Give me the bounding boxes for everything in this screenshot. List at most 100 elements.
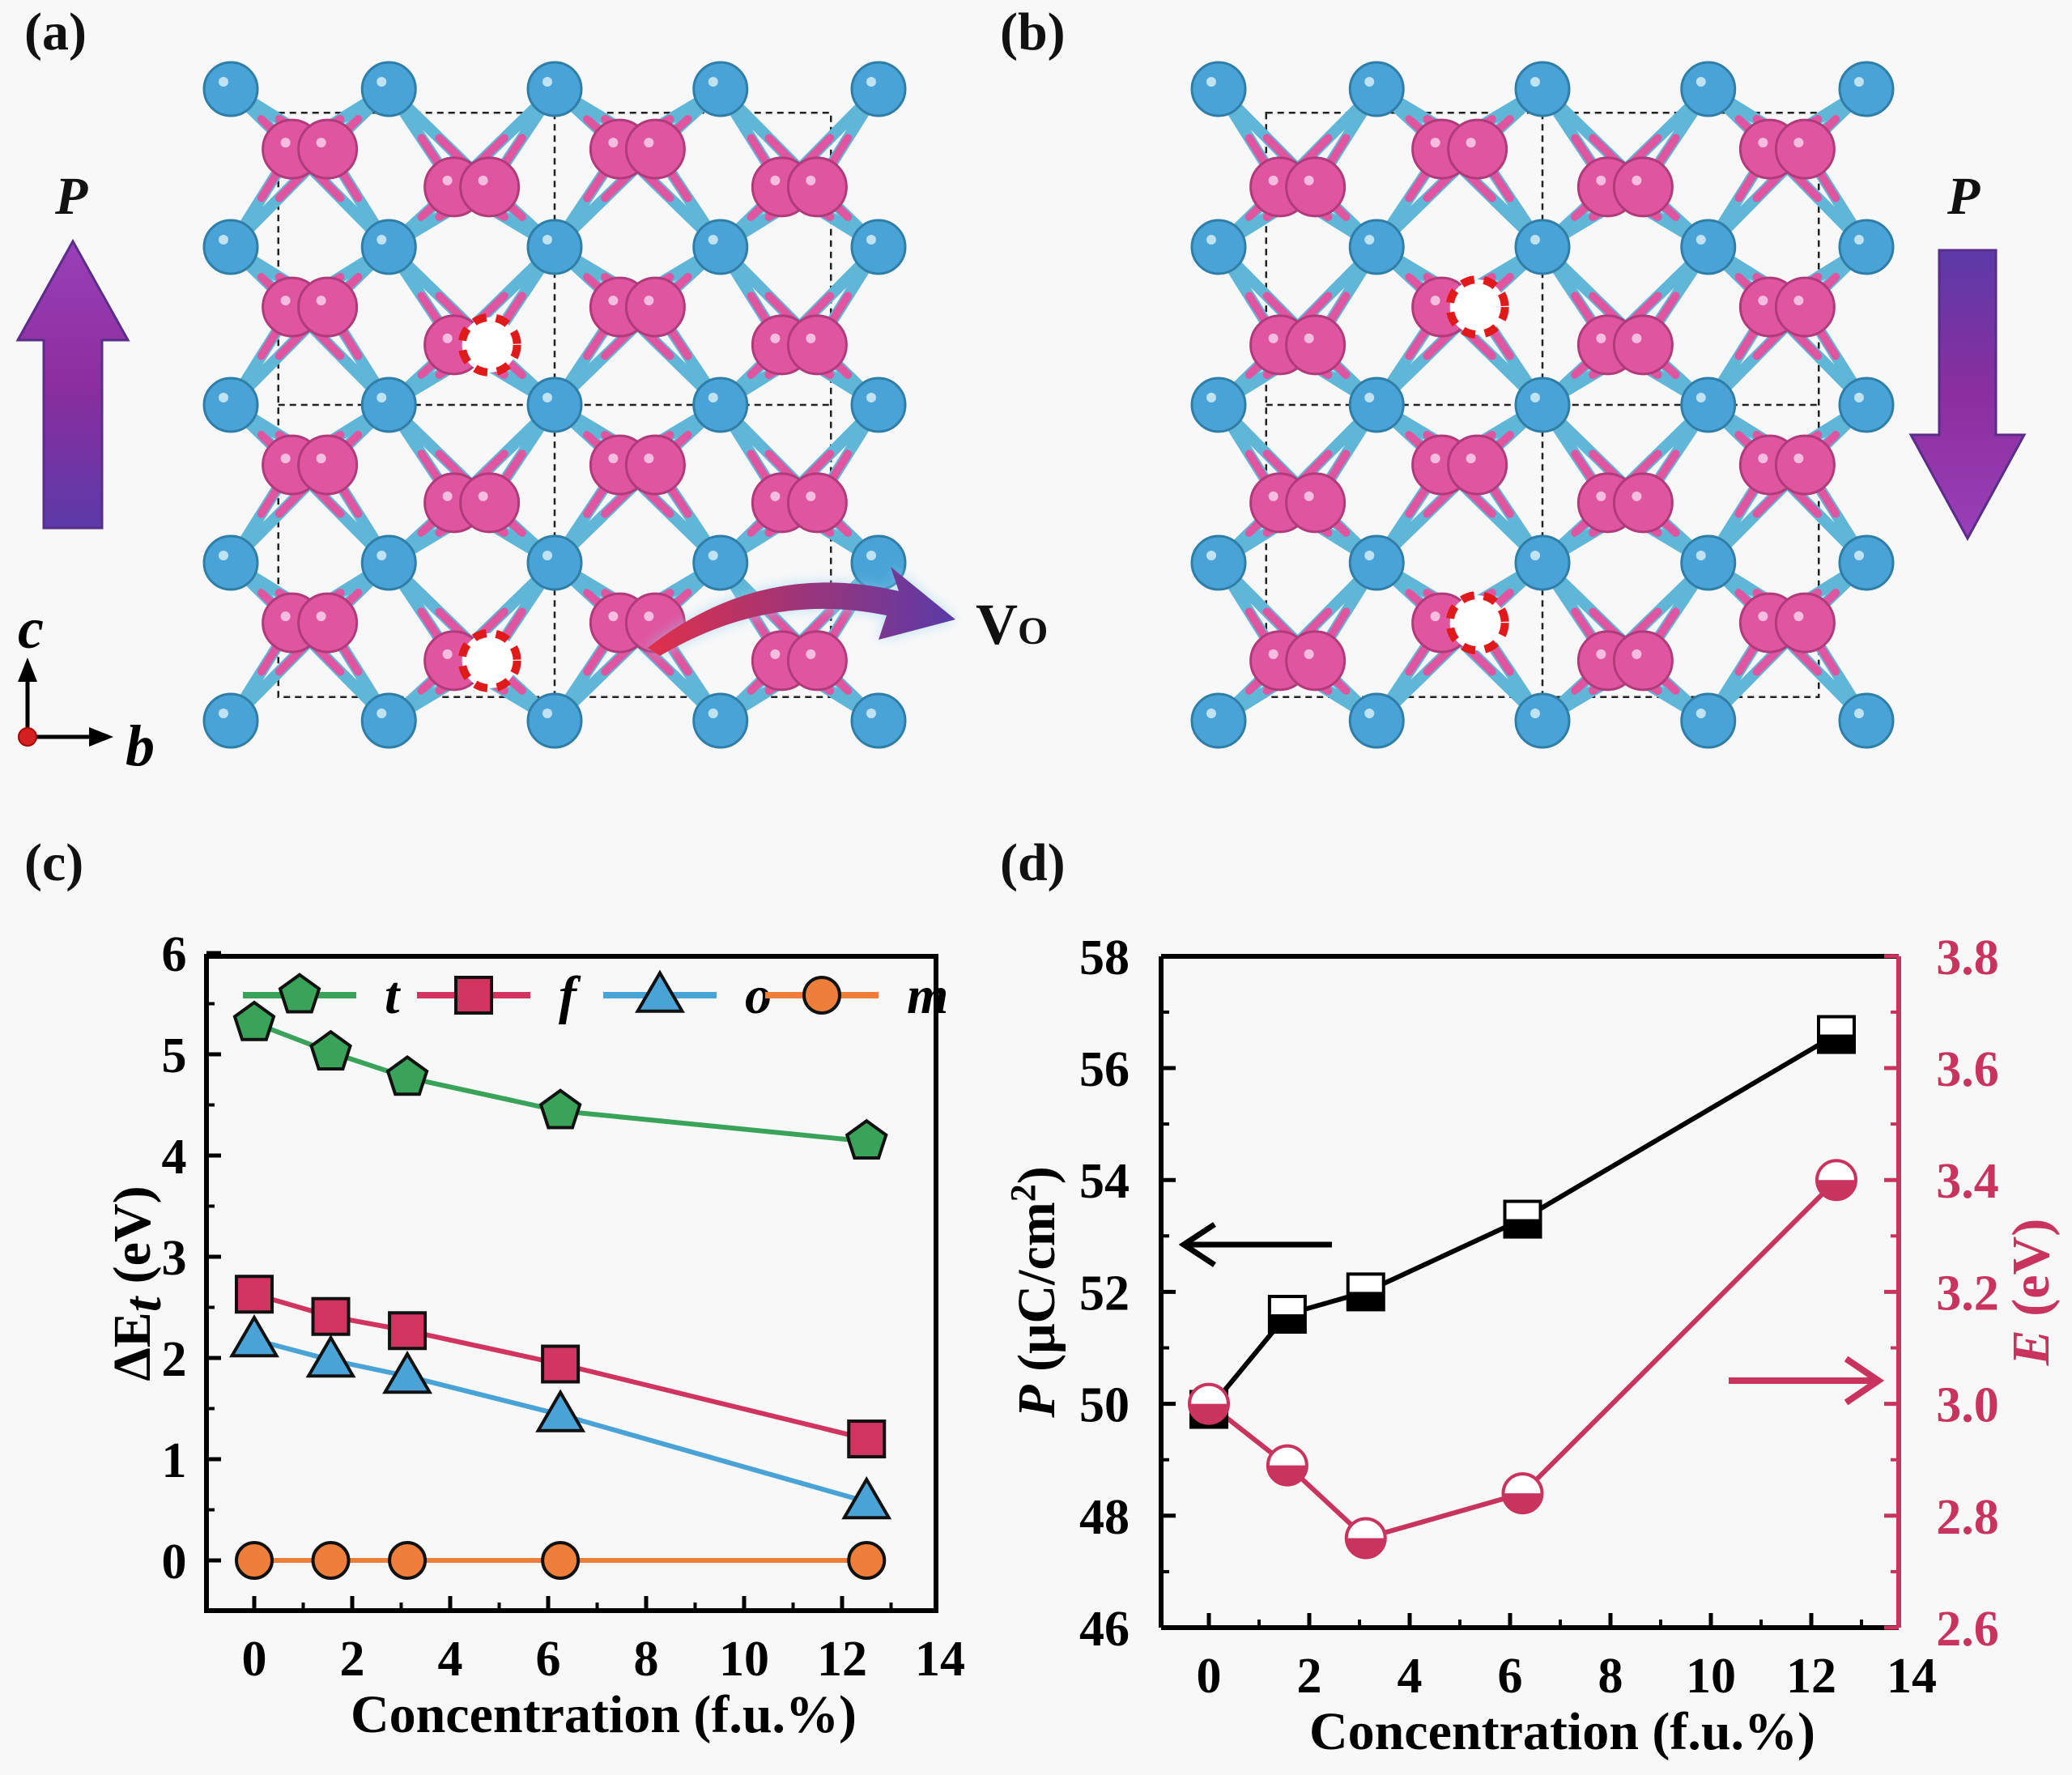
half-filled-circle-marker [1817,1180,1856,1200]
oxygen-atom [1447,434,1508,496]
hafnium-atom [526,377,583,433]
atom-highlight [1364,235,1375,245]
tick-label: 12 [817,1632,867,1687]
atom-highlight [866,235,876,245]
oxygen-atom [624,434,686,496]
oxygen-atom [1285,472,1347,534]
square-marker [235,1275,274,1314]
hafnium-atom [1680,377,1737,433]
atom-highlight [1430,296,1440,306]
atom-highlight [1304,649,1314,659]
atom-highlight [219,77,228,87]
hafnium-atom [526,534,583,591]
vacancy-migration-arrow-icon [648,567,955,656]
hafnium-atom [1348,219,1405,275]
oxygen-atom [1285,314,1347,376]
hafnium-atom [1838,377,1895,433]
oxygen-atom [1612,156,1674,218]
tick-label: 8 [634,1632,659,1687]
atom-highlight [1304,175,1314,185]
y-right-axis-label: E (eV) [2002,1219,2061,1366]
hafnium-atom [1348,377,1405,433]
circle-marker [802,976,841,1015]
x-axis-label: Concentration (f.u.%) [1309,1702,1815,1761]
oxygen-atom [297,434,359,496]
atom-highlight [1206,77,1216,87]
atom-highlight [1364,709,1375,718]
tick-label: 3.2 [1936,1266,1999,1321]
atom-highlight [1695,551,1706,560]
atom-highlight [770,333,781,343]
y-axis-label: ΔEt (eV) [103,1185,172,1381]
atom-highlight [280,453,291,464]
atom-highlight [1530,393,1540,402]
atom-highlight [442,333,453,343]
atom-highlight [1854,77,1864,87]
atom-highlight [219,393,228,402]
tick-label: 46 [1079,1602,1130,1657]
tick-label: 2 [1297,1649,1322,1704]
atom-highlight [770,649,781,659]
hafnium-atom [1348,692,1405,749]
square-marker [454,976,493,1015]
tick-label: 10 [1686,1649,1736,1704]
hafnium-atom [202,61,259,117]
atom-highlight [1596,175,1606,185]
atom-highlight [377,709,387,718]
atom-highlight [708,709,718,718]
circle-marker [235,1541,274,1580]
hafnium-atom [1190,219,1247,275]
oxygen-vacancy-marker [1445,591,1509,655]
atom-highlight [1206,393,1216,402]
atom-highlight [377,551,387,560]
atom-highlight [542,709,552,718]
plot-frame [204,954,938,1613]
atom-highlight [866,709,876,718]
square-marker [541,1344,581,1384]
tick-label: 1 [162,1433,187,1488]
atom-highlight [806,175,816,185]
pentagon-marker [232,1000,276,1041]
panel-label-b: (b) [1000,2,1066,62]
oxygen-atom [1774,118,1836,180]
atom-highlight [608,138,619,148]
hafnium-atom [1838,61,1895,117]
hafnium-atom [202,534,259,591]
atom-highlight [542,393,552,402]
atom-highlight [1268,491,1279,501]
hafnium-atom [1348,534,1405,591]
tick-label: 5 [162,1028,187,1083]
atom-highlight [1793,453,1804,464]
atom-highlight [866,551,876,560]
half-filled-square-marker [1269,1314,1305,1333]
pentagon-marker [845,1118,888,1160]
pentagon-marker [278,973,321,1014]
atom-highlight [1632,491,1642,501]
atom-highlight [219,235,228,245]
hafnium-atom [1348,61,1405,117]
hafnium-atom [692,61,749,117]
atom-highlight [1364,77,1375,87]
atom-highlight [442,491,453,501]
oxygen-atom [1285,630,1347,692]
oxygen-atom [624,276,686,338]
tick-label: 14 [1887,1649,1937,1704]
triangle-marker [841,1476,892,1520]
atom-highlight [1206,709,1216,718]
tick-label: 58 [1079,930,1130,985]
y-left-axis-label: P (μC/cm2) [1003,1166,1067,1418]
atom-highlight [1793,296,1804,306]
polarization-up-arrow-icon [15,238,130,530]
atom-highlight [1758,138,1768,148]
atom-highlight [1206,235,1216,245]
atom-highlight [1854,235,1864,245]
half-filled-square-marker [1504,1219,1541,1237]
tick-label: 56 [1079,1042,1130,1097]
atom-highlight [708,77,718,87]
hafnium-atom [1514,61,1571,117]
atom-highlight [770,491,781,501]
oxygen-atom [1447,118,1508,180]
atom-highlight [478,175,488,185]
atom-highlight [1430,453,1440,464]
